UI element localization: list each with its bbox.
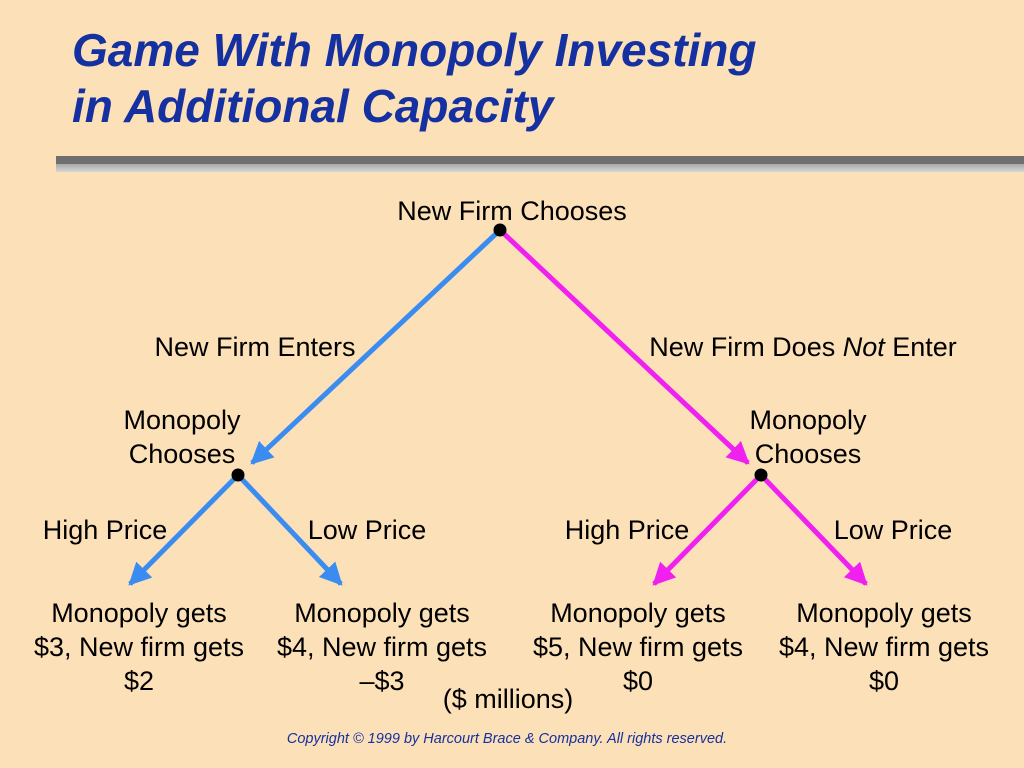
branch-not-enter-arrow <box>498 228 750 465</box>
outcome-line: $5, New firm gets <box>532 632 744 662</box>
outcome-line: $2 <box>123 666 155 696</box>
branch-left-high-arrow <box>128 473 240 586</box>
right-low-price-label: Low Price <box>833 515 953 545</box>
branch-left-low-arrow <box>236 473 343 586</box>
outcome-line: Monopoly gets <box>51 598 227 628</box>
outcome-line: $4, New firm gets <box>276 632 488 662</box>
outcome-line: $4, New firm gets <box>778 632 990 662</box>
not-enter-emphasis: Not <box>842 332 885 362</box>
enter-branch-label: New Firm Enters <box>154 332 356 362</box>
outcome-line: Monopoly gets <box>796 598 972 628</box>
outcome-not-enter-low: Monopoly gets $4, New firm gets $0 <box>779 596 989 698</box>
not-enter-prefix: New Firm Does <box>649 332 843 362</box>
outcome-enter-low: Monopoly gets $4, New firm gets –$3 <box>277 596 487 698</box>
monopoly-left-line1: Monopoly <box>123 405 241 435</box>
left-low-price-label: Low Price <box>307 515 427 545</box>
root-node <box>493 223 507 237</box>
branch-right-high-arrow <box>652 473 763 586</box>
monopoly-chooses-left-label: Monopoly Chooses <box>123 403 240 471</box>
outcome-line: $0 <box>868 666 900 696</box>
branch-right-low-arrow <box>759 473 868 586</box>
outcome-line: $3, New firm gets <box>33 632 245 662</box>
left-high-price-label: High Price <box>42 515 168 545</box>
branch-enter-arrow <box>250 228 502 465</box>
outcome-line: Monopoly gets <box>294 598 470 628</box>
title-divider-light <box>56 164 1024 172</box>
not-enter-suffix: Enter <box>884 332 957 362</box>
outcome-line: –$3 <box>359 666 405 696</box>
outcome-enter-high: Monopoly gets $3, New firm gets $2 <box>34 596 244 698</box>
right-high-price-label: High Price <box>564 515 690 545</box>
title-line-1: Game With Monopoly Investing <box>72 24 757 76</box>
root-label: New Firm Chooses <box>397 196 627 226</box>
monopoly-node-left <box>231 468 245 482</box>
not-enter-branch-label: New Firm Does Not Enter <box>649 330 957 364</box>
monopoly-right-line1: Monopoly <box>749 405 867 435</box>
copyright-notice: Copyright © 1999 by Harcourt Brace & Com… <box>286 731 728 747</box>
slide-title: Game With Monopoly Investing in Addition… <box>72 22 757 134</box>
outcome-line: $0 <box>622 666 654 696</box>
outcome-line: Monopoly gets <box>550 598 726 628</box>
title-divider-dark <box>56 156 1024 164</box>
outcome-not-enter-high: Monopoly gets $5, New firm gets $0 <box>533 596 743 698</box>
title-line-2: in Additional Capacity <box>72 80 554 132</box>
monopoly-chooses-right-label: Monopoly Chooses <box>749 403 866 471</box>
monopoly-left-line2: Chooses <box>128 439 236 469</box>
monopoly-right-line2: Chooses <box>754 439 862 469</box>
units-note: ($ millions) <box>442 684 574 714</box>
monopoly-node-right <box>754 468 768 482</box>
